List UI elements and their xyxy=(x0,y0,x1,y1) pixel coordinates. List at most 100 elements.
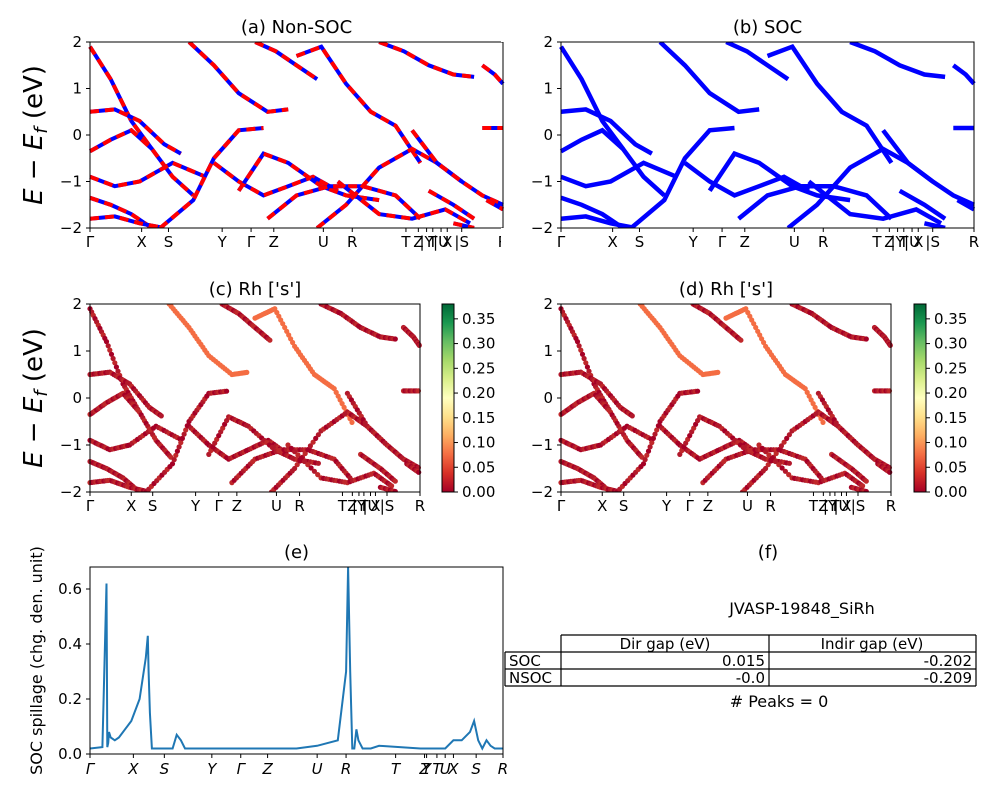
band-point xyxy=(583,360,589,366)
y-tick-label: −2 xyxy=(531,219,553,237)
x-tick-label: R xyxy=(415,497,425,515)
x-tick-label: T xyxy=(427,233,438,251)
band-line-soc xyxy=(187,40,289,114)
table-row-label: SOC xyxy=(509,652,541,670)
band-point xyxy=(786,472,792,478)
band-point xyxy=(574,339,581,345)
x-tick-label: T xyxy=(400,233,411,251)
band-line xyxy=(560,160,678,189)
band-point xyxy=(642,457,648,463)
panel-title: (a) Non-SOC xyxy=(241,17,352,38)
x-tick-label: T xyxy=(829,497,840,515)
band-point xyxy=(169,461,176,467)
colorbar-tick-label: 0.05 xyxy=(462,458,495,476)
band-point xyxy=(285,442,291,448)
band-line xyxy=(725,39,790,82)
x-tick-label: Y xyxy=(661,497,672,515)
plot-area xyxy=(88,40,505,230)
band-point xyxy=(112,360,118,366)
x-tick-label: Γ xyxy=(215,497,224,515)
colorbar-tick-label: 0.15 xyxy=(934,409,967,427)
band-point xyxy=(786,432,793,438)
band-point xyxy=(305,447,311,453)
x-tick-label: Y xyxy=(207,760,218,778)
band-point xyxy=(759,445,765,451)
band-point xyxy=(820,419,826,425)
x-tick-label: Z xyxy=(418,760,430,778)
band-point xyxy=(298,455,304,461)
material-name: JVASP-19848_SiRh xyxy=(728,599,875,619)
axes-frame xyxy=(89,566,504,755)
x-tick-label: S xyxy=(471,760,481,778)
x-tick-label: U xyxy=(742,497,753,515)
band-point xyxy=(645,448,652,454)
x-tick-label: R xyxy=(886,497,896,515)
x-tick-label: |Y xyxy=(890,233,905,251)
y-tick-label: 2 xyxy=(543,295,553,313)
band-line-nsoc xyxy=(295,44,423,165)
colorbar-tick-label: 0.00 xyxy=(934,483,967,501)
x-tick-label: Γ xyxy=(237,760,247,778)
band-line xyxy=(951,63,976,86)
y-tick-label: 0.4 xyxy=(58,635,82,653)
colorbar-tick-label: 0.10 xyxy=(462,434,495,452)
colorbar-tick-label: 0.30 xyxy=(934,335,967,353)
y-axis-label: E − Ef (eV) xyxy=(19,328,52,468)
band-line xyxy=(559,127,666,198)
band-point xyxy=(292,465,298,472)
band-point xyxy=(578,347,584,353)
band-line xyxy=(559,45,625,151)
x-tick-label: S xyxy=(164,233,174,251)
band-line xyxy=(956,198,976,212)
colorbar-d: 0.35 0.30 0.25 0.20 0.15 0.10 0.05 0.00 xyxy=(913,303,967,501)
band-point xyxy=(105,343,111,349)
band-point xyxy=(308,465,314,471)
y-tick-label: −2 xyxy=(60,483,82,501)
band-point xyxy=(224,388,230,394)
x-tick-label: |S xyxy=(454,233,469,251)
x-tick-label: Γ xyxy=(557,233,566,251)
band-line xyxy=(849,39,946,80)
colorbar-c-scale xyxy=(441,303,455,493)
x-tick-label: |Y xyxy=(352,497,367,515)
x-tick-label: |U xyxy=(362,497,378,515)
band-line-nsoc xyxy=(427,189,476,221)
x-tick-label: Γ xyxy=(557,497,566,515)
x-tick-label: T xyxy=(391,760,402,778)
band-point xyxy=(310,439,316,445)
band-point xyxy=(769,455,775,461)
band-point xyxy=(763,449,769,455)
x-tick-label: Y xyxy=(190,497,201,515)
colorbar-tick-label: 0.35 xyxy=(462,310,495,328)
band-line-nsoc xyxy=(89,127,195,197)
band-point xyxy=(103,339,110,345)
band-point xyxy=(765,462,771,468)
band-point xyxy=(756,442,762,448)
colorbar-tick-label: 0.10 xyxy=(934,434,967,452)
y-tick-label: −2 xyxy=(60,219,82,237)
band-point xyxy=(776,447,782,453)
x-tick-label: S xyxy=(160,760,170,778)
colorbar-tick-label: 0.15 xyxy=(462,409,495,427)
band-line-nsoc xyxy=(266,184,422,221)
band-point xyxy=(315,472,321,478)
band-line-nsoc xyxy=(88,45,154,151)
peaks-count: # Peaks = 0 xyxy=(730,692,829,711)
x-tick-label: U xyxy=(789,233,800,251)
x-tick-label: Z xyxy=(269,233,279,251)
x-tick-label: R xyxy=(498,760,508,778)
band-line xyxy=(898,188,947,221)
y-tick-label: −2 xyxy=(531,483,553,501)
x-tick-label: S xyxy=(635,233,645,251)
panel-f-title: (f) xyxy=(758,542,778,563)
colorbar-tick-label: 0.20 xyxy=(934,384,967,402)
band-point xyxy=(108,351,115,357)
x-tick-label: Z xyxy=(347,497,357,515)
band-point xyxy=(766,452,772,458)
band-point xyxy=(315,432,321,438)
y-tick-label: 1 xyxy=(72,80,82,98)
